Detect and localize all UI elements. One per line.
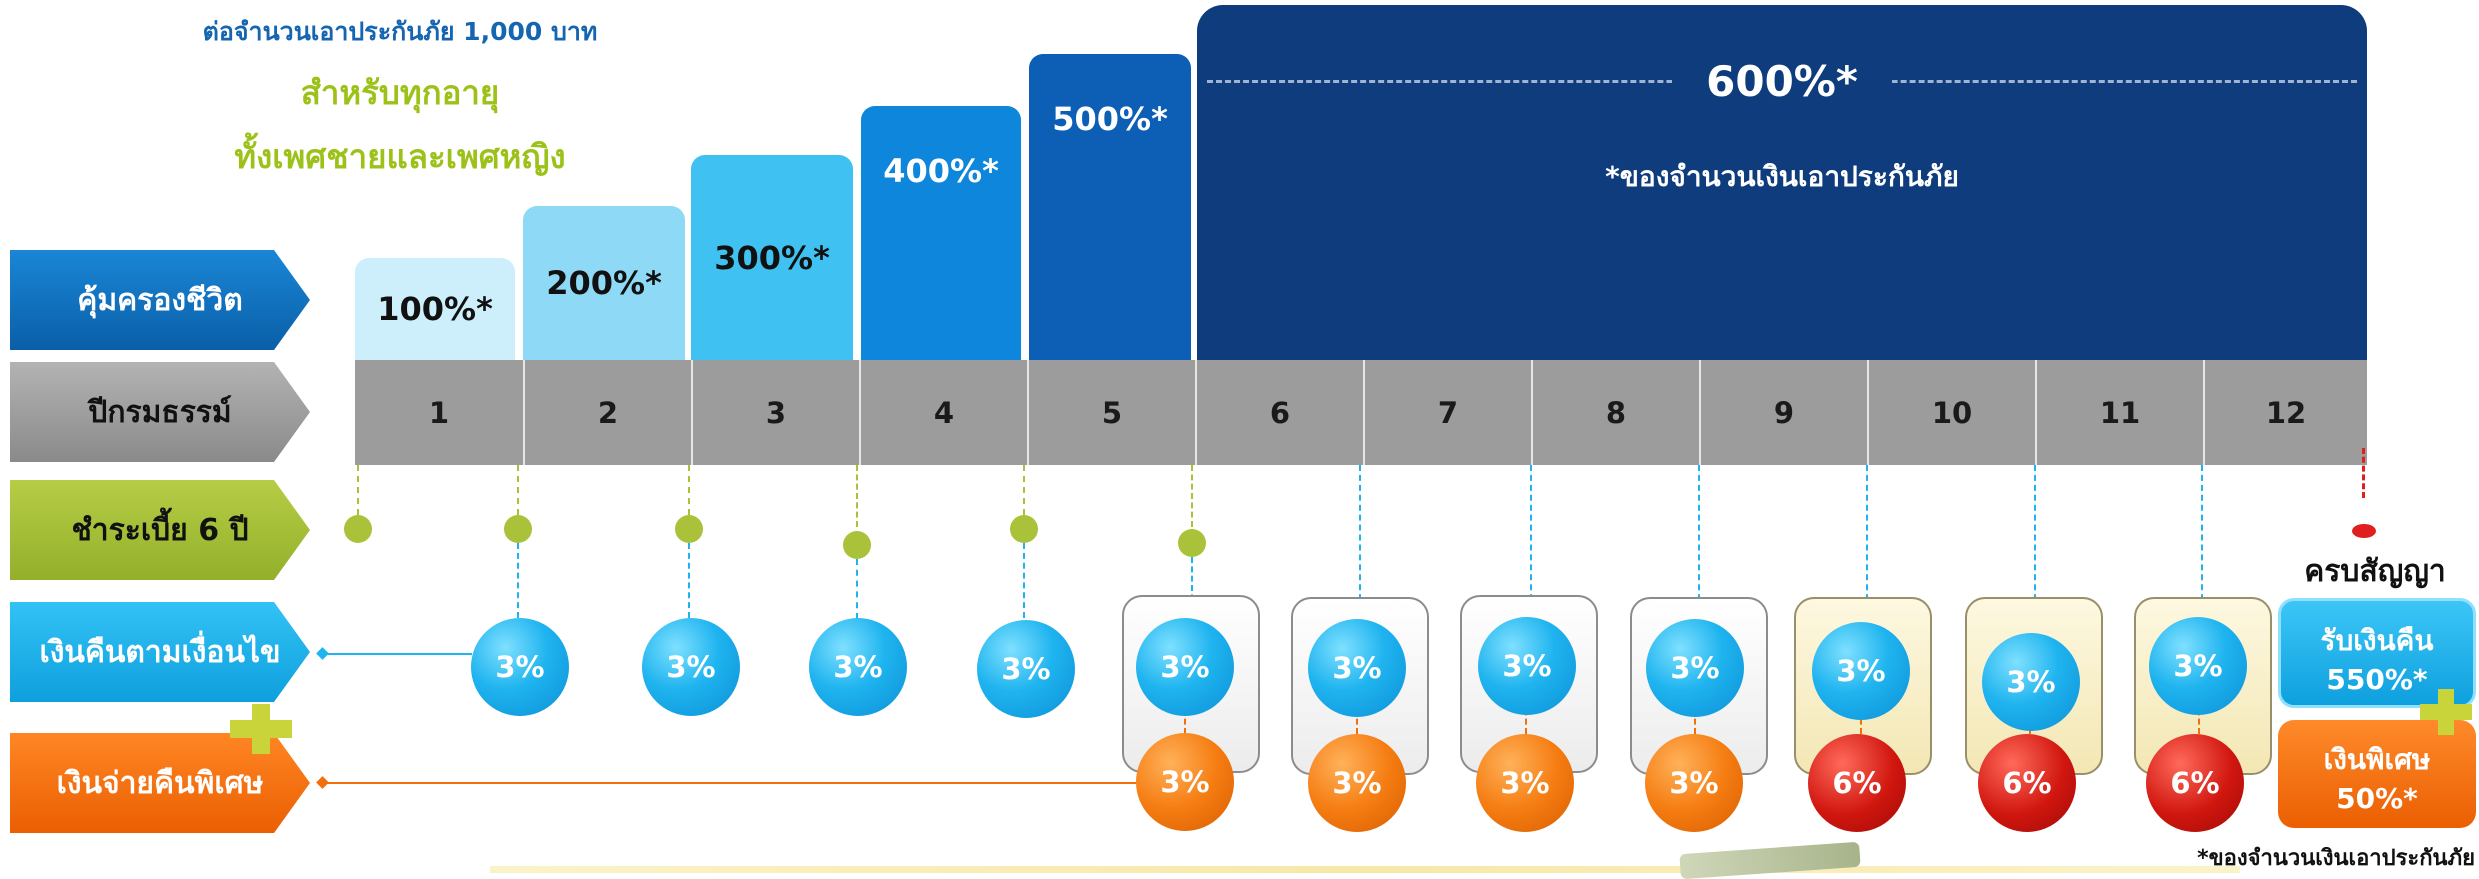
cashback-ball: 3% [977,620,1075,718]
coverage-step-year3: 300%* [691,155,853,360]
special-ball: 3% [1136,733,1234,831]
year-cell: 4 [859,360,1027,465]
special-ball: 3% [1308,734,1406,832]
coverage-note: *ของจำนวนเงินเอาประกันภัย [1605,160,1959,193]
row-label-premium: ชำระเบี้ย 6 ปี [10,480,310,580]
year-cell: 7 [1363,360,1531,465]
cashback-ball: 3% [1646,619,1744,717]
premium-dot [504,515,532,543]
coverage-final-block: 600%* *ของจำนวนเงินเอาประกันภัย [1197,5,2367,360]
special-ball: 6% [1808,734,1906,832]
special-ball: 3% [1476,734,1574,832]
policy-year-bar: 1 2 3 4 5 6 7 8 9 10 11 12 [355,360,2367,465]
maturity-refund-value: 550%* [2326,663,2428,696]
year-cell: 9 [1699,360,1867,465]
plus-icon [2420,689,2472,735]
premium-dot [675,515,703,543]
special-ball: 3% [1645,734,1743,832]
maturity-title: ครบสัญญา [2304,554,2446,589]
cashback-ball: 3% [1308,619,1406,717]
cashback-ball: 3% [2149,617,2247,715]
year-cell: 6 [1195,360,1363,465]
year-cell: 1 [428,395,450,430]
premium-dot [843,531,871,559]
row-label-coverage: คุ้มครองชีวิต [10,250,310,350]
coverage-step-year4: 400%* [861,106,1021,360]
cashback-connector [322,653,472,655]
cashback-ball: 3% [1812,622,1910,720]
year-cell: 3 [691,360,859,465]
maturity-footnote: *ของจำนวนเงินเอาประกันภัย [2197,846,2475,871]
header-per-sum-insured: ต่อจำนวนเอาประกันภัย 1,000 บาท [202,17,598,46]
cashback-ball: 3% [1478,617,1576,715]
header-both-genders: ทั้งเพศชายและเพศหญิง [234,137,566,176]
year-cell: 8 [1531,360,1699,465]
premium-dot [344,515,372,543]
coverage-step-year2: 200%* [523,206,685,360]
premium-dot [1010,515,1038,543]
cashback-ball: 3% [809,618,907,716]
maturity-refund-label: รับเงินคืน [2320,624,2434,657]
cashback-ball: 3% [1982,633,2080,731]
maturity-bonus-box: เงินพิเศษ 50%* [2278,720,2476,828]
header-all-ages: สำหรับทุกอายุ [300,73,500,112]
special-ball: 6% [2146,734,2244,832]
row-label-policy-year: ปีกรมธรรม์ [10,362,310,462]
cashback-ball: 3% [471,618,569,716]
maturity-marker [2352,524,2376,538]
special-ball: 6% [1978,734,2076,832]
coverage-step-year5: 500%* [1029,54,1191,360]
year-cell: 12 [2203,360,2367,465]
row-label-cashback: เงินคืนตามเงื่อนไข [10,602,310,702]
coverage-final-value: 600%* [1672,57,1892,106]
cashback-ball: 3% [1136,618,1234,716]
cashback-ball: 3% [642,618,740,716]
money-image [1679,841,1861,879]
year-cell: 5 [1027,360,1195,465]
year-cell: 10 [1867,360,2035,465]
bottom-strip [490,866,2240,873]
coverage-step-year1: 100%* [355,258,515,360]
premium-dot [1178,529,1206,557]
special-connector [322,782,1142,784]
year-cell: 2 [523,360,691,465]
year-cell: 11 [2035,360,2203,465]
plus-icon [230,704,292,754]
maturity-bonus-value: 50%* [2336,782,2418,815]
maturity-bonus-label: เงินพิเศษ [2323,743,2431,776]
